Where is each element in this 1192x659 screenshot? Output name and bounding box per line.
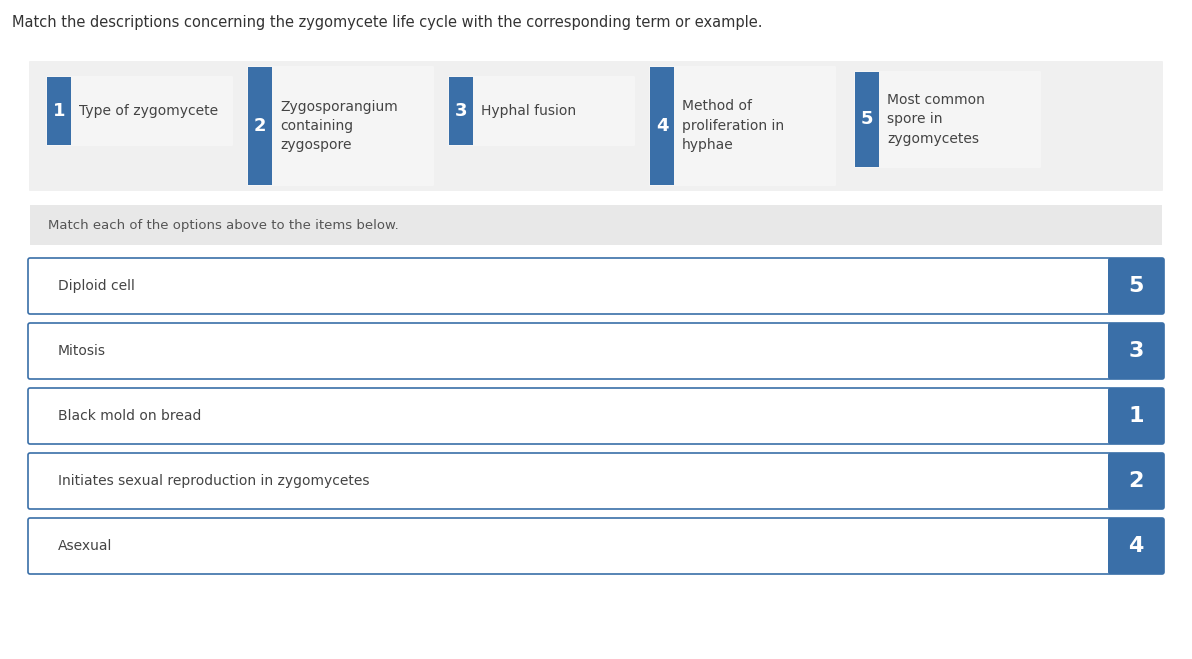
FancyBboxPatch shape: [30, 205, 1162, 245]
Text: 2: 2: [1129, 471, 1143, 491]
FancyBboxPatch shape: [650, 67, 673, 185]
Text: Black mold on bread: Black mold on bread: [58, 409, 201, 423]
FancyBboxPatch shape: [27, 388, 1165, 444]
FancyBboxPatch shape: [46, 76, 232, 146]
FancyBboxPatch shape: [855, 72, 879, 167]
Text: 2: 2: [254, 117, 266, 135]
FancyBboxPatch shape: [1109, 258, 1165, 314]
Text: Initiates sexual reproduction in zygomycetes: Initiates sexual reproduction in zygomyc…: [58, 474, 370, 488]
FancyBboxPatch shape: [248, 67, 272, 185]
Text: Asexual: Asexual: [58, 539, 112, 553]
Text: 5: 5: [861, 111, 874, 129]
Text: Match the descriptions concerning the zygomycete life cycle with the correspondi: Match the descriptions concerning the zy…: [12, 15, 763, 30]
Text: 1: 1: [52, 102, 66, 120]
Text: Hyphal fusion: Hyphal fusion: [482, 104, 576, 118]
Text: 4: 4: [1129, 536, 1143, 556]
Text: Zygosporangium
containing
zygospore: Zygosporangium containing zygospore: [280, 100, 398, 152]
FancyBboxPatch shape: [1109, 453, 1165, 509]
FancyBboxPatch shape: [448, 76, 635, 146]
FancyBboxPatch shape: [1109, 518, 1165, 574]
FancyBboxPatch shape: [449, 77, 473, 145]
FancyBboxPatch shape: [46, 77, 72, 145]
FancyBboxPatch shape: [247, 66, 434, 186]
Text: 3: 3: [455, 102, 467, 120]
FancyBboxPatch shape: [1109, 323, 1165, 379]
Text: Match each of the options above to the items below.: Match each of the options above to the i…: [48, 219, 399, 231]
FancyBboxPatch shape: [27, 258, 1165, 314]
FancyBboxPatch shape: [27, 453, 1165, 509]
Text: 5: 5: [1129, 276, 1143, 296]
Text: 1: 1: [1129, 406, 1144, 426]
Text: Diploid cell: Diploid cell: [58, 279, 135, 293]
Text: Most common
spore in
zygomycetes: Most common spore in zygomycetes: [887, 93, 985, 146]
Text: Mitosis: Mitosis: [58, 344, 106, 358]
Text: 4: 4: [656, 117, 669, 135]
FancyBboxPatch shape: [1109, 388, 1165, 444]
Text: Type of zygomycete: Type of zygomycete: [79, 104, 218, 118]
Text: 3: 3: [1129, 341, 1143, 361]
FancyBboxPatch shape: [27, 323, 1165, 379]
FancyBboxPatch shape: [29, 61, 1163, 191]
FancyBboxPatch shape: [27, 518, 1165, 574]
FancyBboxPatch shape: [648, 66, 836, 186]
FancyBboxPatch shape: [853, 71, 1041, 168]
Text: Method of
proliferation in
hyphae: Method of proliferation in hyphae: [682, 100, 784, 152]
